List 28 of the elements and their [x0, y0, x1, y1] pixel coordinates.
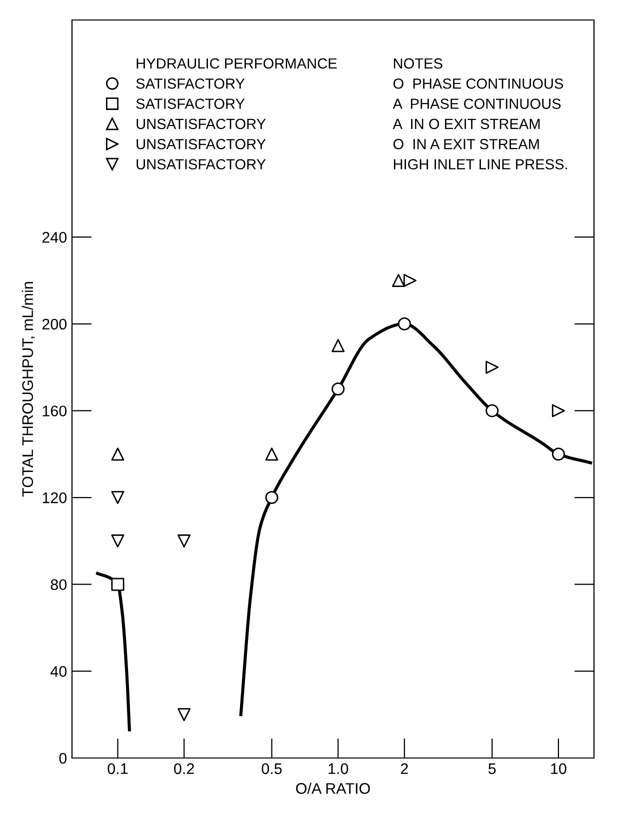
x-tick-label: 5 [488, 763, 496, 774]
x-tick-label: 10 [551, 763, 566, 774]
annotation: O PHASE CONTINUOUS [393, 78, 564, 89]
legend-label: SATISFACTORY [136, 78, 245, 89]
annotation: A PHASE CONTINUOUS [392, 98, 561, 109]
y-tick-label: 200 [42, 318, 67, 330]
y-tick-label: 40 [50, 666, 67, 677]
y-axis-title: TOTAL THROUGHPUT, mL/min [22, 282, 35, 497]
y-tick-label: 160 [42, 406, 67, 416]
y-tick-label: 120 [42, 492, 67, 504]
annotation: HYDRAULIC PERFORMANCE [136, 58, 337, 69]
y-tick-label: 240 [42, 232, 67, 243]
x-tick-label: 0.2 [174, 763, 194, 774]
legend-label: UNSATISFACTORY [136, 159, 266, 170]
y-tick-label: 0 [59, 752, 67, 764]
y-tick-label: 80 [50, 579, 67, 590]
annotation: O IN A EXIT STREAM [393, 138, 539, 150]
annotation: NOTES [394, 58, 442, 69]
legend-label: UNSATISFACTORY [136, 138, 266, 150]
legend-label: SATISFACTORY [136, 98, 245, 109]
x-tick-label: 0.5 [262, 763, 282, 774]
x-tick-label: 0.1 [108, 763, 128, 774]
x-tick-label: 1.0 [328, 763, 348, 774]
annotation: HIGH INLET LINE PRESS. [394, 159, 568, 170]
x-tick-label: 2 [400, 763, 408, 774]
annotation: A IN O EXIT STREAM [392, 118, 540, 130]
legend-label: UNSATISFACTORY [136, 118, 266, 130]
x-axis-title: O/A RATIO [296, 782, 370, 794]
